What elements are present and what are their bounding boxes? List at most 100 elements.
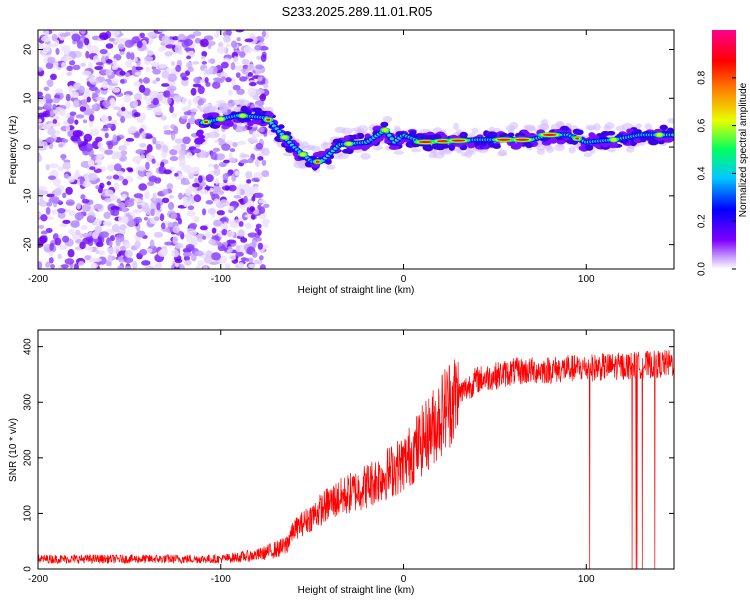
noise-blob xyxy=(136,40,143,49)
noise-blob xyxy=(157,249,168,257)
noise-blob xyxy=(80,62,86,68)
ridge-hotspot xyxy=(497,138,512,141)
noise-blob xyxy=(38,97,47,105)
noise-blob xyxy=(89,128,100,137)
noise-blob xyxy=(142,95,149,101)
noise-blob xyxy=(103,211,111,220)
noise-blob xyxy=(68,210,76,217)
noise-blob xyxy=(80,30,86,35)
noise-blob xyxy=(165,39,176,45)
noise-blob xyxy=(221,228,228,236)
noise-blob xyxy=(69,59,76,66)
noise-blob xyxy=(65,93,71,102)
noise-blob xyxy=(38,153,42,162)
noise-blob xyxy=(150,201,158,211)
noise-blob xyxy=(62,235,70,243)
noise-blob xyxy=(84,254,91,261)
noise-blob xyxy=(247,63,255,72)
noise-blob xyxy=(253,185,259,193)
noise-blob xyxy=(95,185,100,190)
noise-blob xyxy=(38,261,43,269)
noise-blob xyxy=(149,239,155,248)
noise-blob xyxy=(139,154,146,160)
noise-blob xyxy=(247,232,257,238)
noise-blob xyxy=(62,138,69,143)
noise-blob xyxy=(239,76,248,82)
noise-blob xyxy=(54,39,60,47)
noise-blob xyxy=(85,50,90,59)
noise-blob xyxy=(182,198,188,208)
ridge-hotspot xyxy=(382,128,389,132)
noise-blob xyxy=(190,108,198,113)
ridge-body xyxy=(388,145,400,150)
noise-blob xyxy=(223,159,230,164)
ridge-halo xyxy=(258,127,265,133)
noise-blob xyxy=(51,209,57,215)
ridge-core xyxy=(387,133,392,137)
noise-blob xyxy=(240,153,250,158)
noise-blob xyxy=(131,261,138,269)
y-tick-label: 100 xyxy=(23,505,34,522)
noise-blob xyxy=(238,262,245,269)
ridge-body xyxy=(409,130,417,135)
noise-blob xyxy=(152,192,157,202)
noise-blob xyxy=(38,140,45,148)
noise-blob xyxy=(228,184,237,192)
noise-blob xyxy=(190,113,195,118)
ridge-halo xyxy=(453,122,460,131)
ridge-halo xyxy=(354,128,365,135)
noise-blob xyxy=(153,231,164,238)
ridge-body xyxy=(223,119,233,126)
noise-blob xyxy=(38,112,48,118)
noise-blob xyxy=(123,114,133,119)
noise-blob xyxy=(57,166,65,172)
noise-blob xyxy=(88,61,93,70)
noise-blob xyxy=(46,193,55,198)
noise-blob xyxy=(54,237,62,246)
noise-blob xyxy=(124,242,131,249)
noise-blob xyxy=(105,43,114,49)
noise-blob xyxy=(174,258,183,264)
noise-blob xyxy=(52,177,61,187)
noise-blob xyxy=(99,32,109,40)
noise-blob xyxy=(170,132,176,141)
noise-blob xyxy=(244,38,254,43)
noise-blob xyxy=(79,176,84,185)
noise-blob xyxy=(255,133,263,137)
noise-blob xyxy=(88,77,97,83)
noise-blob xyxy=(262,147,270,156)
noise-blob xyxy=(122,178,129,186)
noise-blob xyxy=(173,95,182,102)
noise-blob xyxy=(178,192,183,200)
noise-blob xyxy=(263,203,270,208)
noise-blob xyxy=(235,244,241,253)
noise-blob xyxy=(204,77,209,84)
noise-blob xyxy=(248,257,254,263)
noise-blob xyxy=(95,249,100,254)
ridge-hotspot xyxy=(239,113,246,118)
noise-blob xyxy=(194,250,204,257)
noise-blob xyxy=(237,140,247,146)
noise-blob xyxy=(94,136,103,142)
noise-blob xyxy=(259,255,264,261)
x-tick-label: 100 xyxy=(578,274,595,285)
noise-blob xyxy=(197,98,204,106)
noise-blob xyxy=(162,188,169,195)
noise-blob xyxy=(120,150,128,156)
noise-blob xyxy=(171,61,176,66)
ridge-body xyxy=(667,127,674,133)
noise-blob xyxy=(39,196,44,203)
noise-blob xyxy=(111,224,120,233)
noise-blob xyxy=(183,38,193,47)
noise-blob xyxy=(169,105,174,114)
noise-blob xyxy=(61,154,66,161)
ridge-hotspot xyxy=(204,120,209,124)
noise-blob xyxy=(133,132,140,139)
noise-blob xyxy=(74,212,84,221)
ridge-body xyxy=(357,133,365,139)
ridge-halo xyxy=(341,127,353,135)
noise-blob xyxy=(219,199,229,207)
noise-blob xyxy=(178,149,186,156)
noise-blob xyxy=(254,227,260,233)
